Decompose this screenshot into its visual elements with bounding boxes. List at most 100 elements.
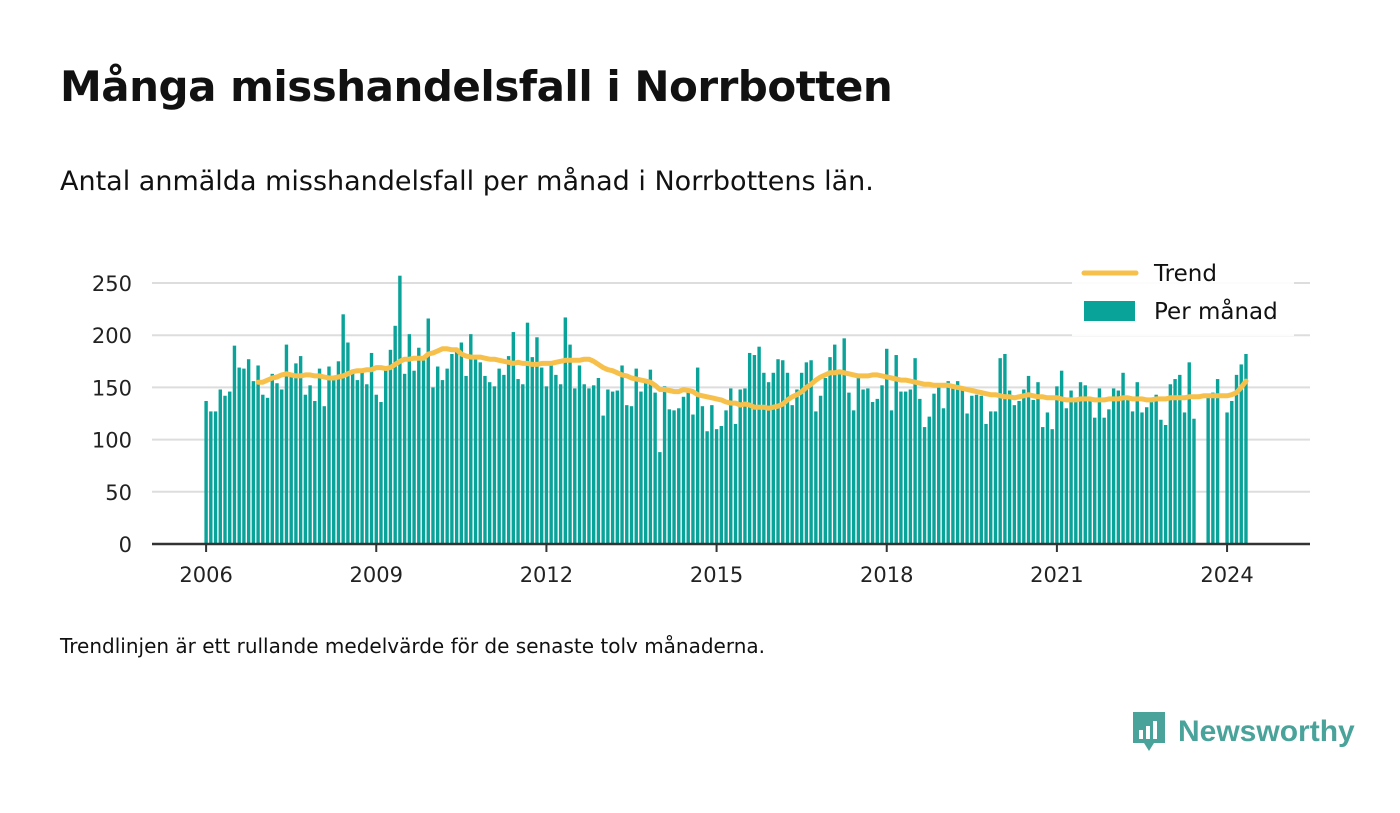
trend-line xyxy=(255,346,1249,411)
bar xyxy=(743,388,747,544)
bar xyxy=(828,357,832,544)
y-tick-label: 50 xyxy=(105,481,132,505)
bar xyxy=(327,366,331,544)
newsworthy-logo-icon xyxy=(1133,712,1165,751)
bar xyxy=(539,367,544,544)
brand-logo[interactable]: Newsworthy xyxy=(1132,711,1355,753)
bar xyxy=(875,398,879,544)
bar xyxy=(398,275,402,544)
bar xyxy=(899,391,903,544)
bar xyxy=(1121,372,1125,544)
bar xyxy=(752,355,757,544)
bar xyxy=(894,355,898,544)
bar xyxy=(1055,386,1059,544)
bar xyxy=(280,389,284,544)
bar xyxy=(729,388,733,544)
bar xyxy=(1211,392,1215,544)
bar xyxy=(710,405,714,544)
y-axis-ticks: 0 50 100 150 200 250 xyxy=(92,272,132,557)
bar xyxy=(918,398,922,544)
bar xyxy=(516,379,520,544)
bar xyxy=(1163,424,1168,544)
bar xyxy=(246,359,251,544)
bar xyxy=(606,389,610,544)
bar xyxy=(908,389,913,544)
bar xyxy=(1215,379,1220,544)
bar xyxy=(473,356,478,544)
bar xyxy=(809,360,813,544)
bar xyxy=(261,394,265,544)
y-tick-label: 150 xyxy=(92,376,132,400)
bar xyxy=(289,375,293,544)
bar xyxy=(270,373,274,544)
bar xyxy=(204,400,208,544)
bar xyxy=(1022,389,1026,544)
bar xyxy=(506,356,511,544)
bar xyxy=(677,408,681,544)
bar xyxy=(1126,395,1130,544)
bar xyxy=(563,317,568,544)
bar xyxy=(1140,412,1144,544)
bar xyxy=(393,325,397,544)
bar xyxy=(965,413,969,544)
bar xyxy=(1149,398,1154,544)
bar xyxy=(847,392,851,544)
bar xyxy=(648,369,653,544)
legend-background xyxy=(1072,256,1294,336)
bar xyxy=(535,337,539,544)
bar xyxy=(738,389,742,544)
bar xyxy=(790,405,794,544)
bar xyxy=(1036,382,1040,544)
bar xyxy=(232,345,237,544)
bar xyxy=(341,314,345,544)
bar xyxy=(955,381,960,544)
bar xyxy=(658,452,662,544)
bar xyxy=(298,356,303,544)
bar xyxy=(615,390,620,544)
bar xyxy=(412,370,416,544)
bar xyxy=(1083,385,1087,544)
bar xyxy=(667,409,672,544)
bar xyxy=(700,406,705,544)
footnote: Trendlinjen är ett rullande medelvärde f… xyxy=(60,634,766,658)
bar xyxy=(407,334,412,544)
bar xyxy=(1088,398,1092,544)
bar xyxy=(1182,412,1187,544)
bar xyxy=(998,358,1002,544)
bar xyxy=(601,415,605,544)
bar xyxy=(317,368,322,544)
x-tick-label: 2012 xyxy=(520,563,573,587)
bar xyxy=(596,378,601,544)
bar xyxy=(483,375,487,544)
bar xyxy=(691,414,695,544)
bar xyxy=(1116,390,1121,544)
bar xyxy=(1187,362,1191,544)
x-tick-label: 2006 xyxy=(179,563,232,587)
bar xyxy=(1097,388,1102,544)
bar xyxy=(970,395,974,544)
bar xyxy=(1003,353,1007,544)
bar xyxy=(450,353,454,544)
bar xyxy=(558,384,563,544)
bar xyxy=(785,372,790,544)
bar xyxy=(511,332,516,544)
bar xyxy=(1173,379,1177,544)
bar xyxy=(322,406,326,544)
bar xyxy=(417,347,421,544)
x-tick-label: 2015 xyxy=(690,563,743,587)
x-tick-label: 2024 xyxy=(1200,563,1253,587)
bar xyxy=(332,375,336,544)
bar xyxy=(932,393,936,544)
bar xyxy=(1135,382,1139,544)
bar xyxy=(686,391,690,544)
bar xyxy=(1012,405,1017,544)
bar xyxy=(1107,409,1111,544)
bar xyxy=(823,378,827,544)
bar xyxy=(228,391,232,544)
bar xyxy=(573,388,577,544)
bar xyxy=(795,389,799,544)
bar xyxy=(714,429,719,544)
bar xyxy=(880,385,884,544)
bar xyxy=(885,348,889,544)
bar xyxy=(1078,382,1083,544)
